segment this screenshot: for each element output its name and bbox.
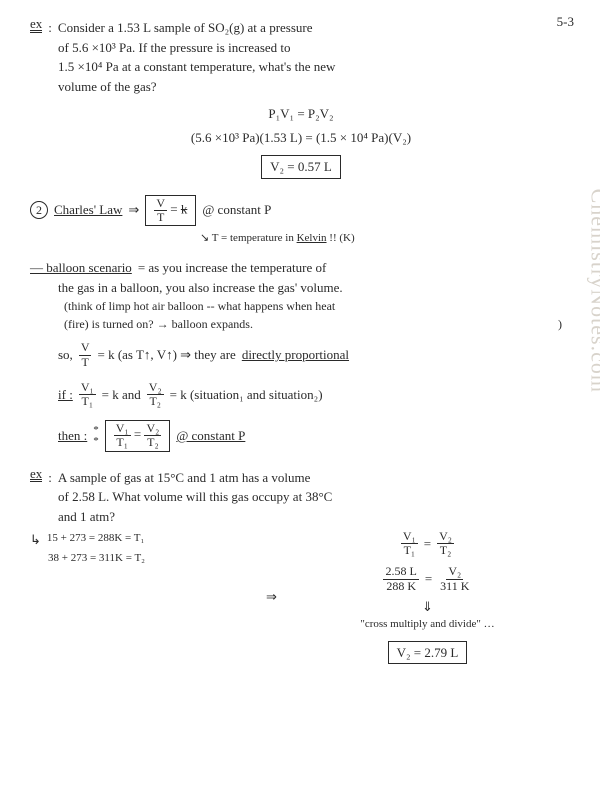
ex2-line2: of 2.58 L. What volume will this gas occ…	[58, 487, 572, 507]
temp-conversions: ↳ 15 + 273 = 288K = T₁ 38 + 273 = 311K =…	[30, 530, 260, 566]
ex1-line1: Consider a 1.53 L sample of SO₂(g) at a …	[58, 18, 313, 38]
ex2-work: V₁T₁ = V₂T₂ 2.58 L288 K = V₂311 K ⇓ "cro…	[283, 530, 572, 664]
page-number: 5-3	[557, 12, 574, 32]
charles-law-section: 2 Charles' Law ⇒ V T = k @ constant P ↘ …	[30, 195, 572, 452]
at-constant-p-2: @ constant P	[176, 426, 245, 446]
ex1-line4: volume of the gas?	[58, 77, 572, 97]
v-over-t: V T	[154, 197, 167, 224]
balloon-line2: the gas in a balloon, you also increase …	[58, 278, 572, 298]
so-label: so,	[58, 345, 73, 365]
if-label: if :	[58, 385, 73, 405]
notes-page: 5-3 ex: Consider a 1.53 L sample of SO₂(…	[0, 0, 600, 682]
example-1: ex: Consider a 1.53 L sample of SO₂(g) a…	[30, 18, 572, 179]
ex2-line1: A sample of gas at 15°C and 1 atm has a …	[58, 468, 311, 488]
so-eq: = k (as T↑, V↑) ⇒ they are	[97, 345, 235, 365]
ex1-line2: of 5.6 ×10³ Pa. If the pressure is incre…	[58, 38, 572, 58]
hook-arrow-icon: ↳	[30, 530, 41, 550]
ex-label-2: ex	[30, 468, 42, 483]
ex1-line3: 1.5 ×10⁴ Pa at a constant temperature, w…	[58, 57, 572, 77]
example-2: ex: A sample of gas at 15°C and 1 atm ha…	[30, 468, 572, 665]
arrow-icon: ⇒	[128, 200, 139, 220]
balloon-paren2: (fire) is turned on? → balloon expands.)	[64, 315, 572, 333]
directly-proportional: directly proportional	[242, 345, 349, 365]
ex2-answer: V₂ = 2.79 L	[388, 641, 468, 665]
ex1-eq2: (5.6 ×10³ Pa)(1.53 L) = (1.5 × 10⁴ Pa)(V…	[30, 128, 572, 148]
temp-kelvin-annotation: ↘ T = temperature in Kelvin !! (K)	[200, 230, 572, 247]
down-arrow-icon: ⇓	[283, 597, 572, 617]
at-constant-p: @ constant P	[202, 200, 271, 220]
watermark: ChemistryNotes.com	[585, 189, 600, 393]
ex2-line3: and 1 atm?	[58, 507, 572, 527]
section-number-2: 2	[30, 201, 48, 219]
charles-formula-box: V T = k	[145, 195, 196, 226]
charles-title: Charles' Law	[54, 200, 122, 220]
arrow-right-icon: ⇒	[266, 587, 277, 607]
charles-combined-box: V₁ T₁ = V₂ T₂	[105, 420, 171, 451]
balloon-paren1: (think of limp hot air balloon -- what h…	[64, 297, 572, 315]
ex1-answer: V₂ = 0.57 L	[261, 155, 341, 179]
ex-label-1: ex	[30, 18, 42, 33]
balloon-scenario-label: — balloon scenario	[30, 258, 132, 278]
balloon-line1: = as you increase the temperature of	[138, 258, 327, 278]
then-label: then :	[58, 426, 87, 446]
ex1-eq1: P₁V₁ = P₂V₂	[30, 104, 572, 124]
cross-multiply-note: "cross multiply and divide" …	[283, 616, 572, 633]
